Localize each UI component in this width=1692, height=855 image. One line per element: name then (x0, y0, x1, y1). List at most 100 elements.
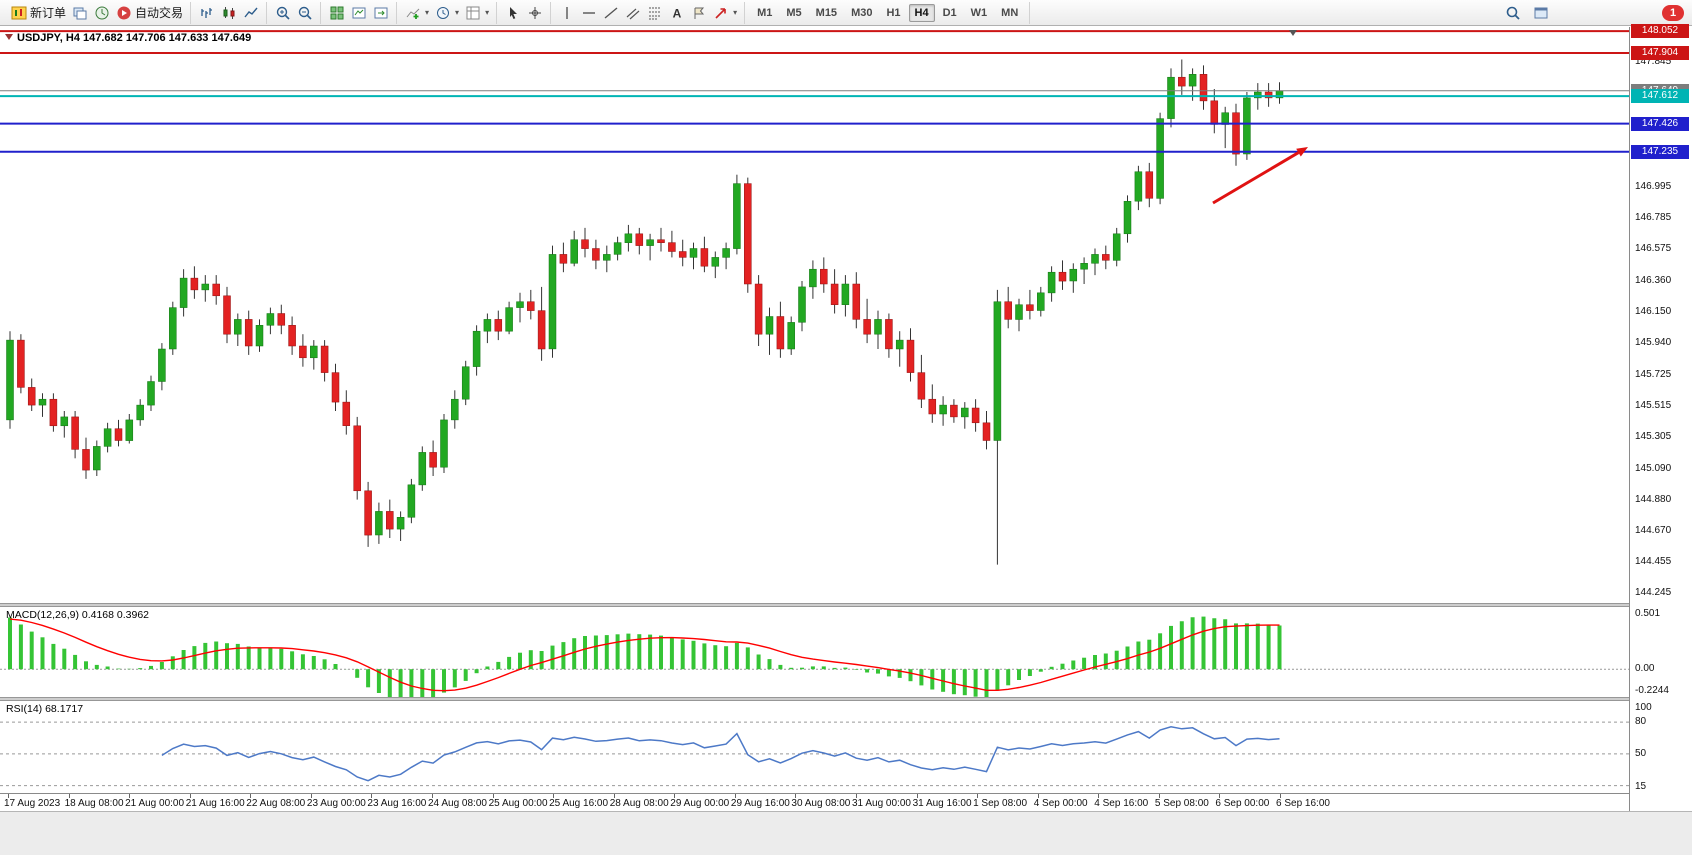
charts-profile-icon (72, 5, 88, 21)
candle-body (917, 372, 926, 400)
timeframe-mn-button[interactable]: MN (1001, 6, 1019, 19)
candle-body (451, 398, 459, 421)
time-axis-tick (432, 794, 433, 798)
crosshair-button[interactable] (524, 3, 546, 23)
timeframe-w1-button[interactable]: W1 (970, 6, 988, 19)
time-axis-tick (8, 794, 9, 798)
chart-shift-marker[interactable] (1289, 30, 1297, 36)
candle-body (1232, 112, 1240, 155)
candle-chart-button[interactable] (218, 3, 240, 23)
macd-signal-line (9, 618, 1280, 692)
toolbar-group-5 (498, 1, 552, 24)
text-label-icon (691, 5, 707, 21)
add-indicator-button[interactable]: ▾ (402, 3, 432, 23)
candle-body (1004, 301, 1012, 320)
pane-separator[interactable] (0, 603, 1630, 607)
candle-body (939, 404, 947, 415)
vertical-line-button[interactable] (556, 3, 578, 23)
time-axis-label: 25 Aug 16:00 (549, 798, 609, 809)
pane-separator[interactable] (0, 697, 1630, 701)
candle-body (809, 268, 817, 288)
timeframe-m30-button[interactable]: M30 (851, 6, 873, 19)
candle-body (733, 183, 741, 249)
time-axis[interactable]: 17 Aug 2023 18 Aug 08:00 21 Aug 00:00 21 Au… (0, 793, 1630, 812)
charts-profile-button[interactable] (69, 3, 91, 23)
candle-body (6, 339, 14, 421)
candle-body (255, 325, 264, 347)
text-button[interactable]: A (666, 3, 688, 23)
toolbar-group-0: 新订单 自动交易 (4, 1, 192, 24)
candle-body (852, 283, 861, 320)
candle-body (1243, 97, 1251, 155)
time-axis-tick (674, 794, 676, 798)
bar-chart-button[interactable] (196, 3, 218, 23)
candle-body (494, 319, 503, 332)
trendline-button[interactable] (600, 3, 622, 23)
fullscreen-icon (1534, 7, 1548, 18)
macd-pane[interactable] (0, 607, 1630, 697)
candle-body (700, 248, 709, 267)
market-watch-button[interactable] (91, 3, 113, 23)
trend-arrow-annotation[interactable] (1212, 147, 1308, 205)
candle-body (320, 345, 329, 373)
candle-body (190, 277, 199, 291)
search-button[interactable] (1502, 3, 1524, 23)
candle-body (1080, 263, 1088, 270)
fibonacci-button[interactable] (644, 3, 666, 23)
time-axis-label: 22 Aug 08:00 (246, 798, 306, 809)
candle-body (581, 239, 589, 249)
timeframe-h4-button[interactable]: H4 (908, 3, 935, 22)
toolbar-group-2 (268, 1, 322, 24)
macd-histogram (8, 616, 1282, 697)
candle-body (244, 319, 253, 347)
main-chart-pane[interactable] (0, 27, 1630, 603)
tile-windows-button[interactable] (326, 3, 348, 23)
candle-body (863, 319, 871, 335)
timeframe-d1-button[interactable]: D1 (942, 6, 957, 19)
cursor-button[interactable] (502, 3, 524, 23)
line-chart-button[interactable] (240, 3, 262, 23)
timeframe-m1-button[interactable]: M1 (757, 6, 773, 19)
timeframe-m5-button[interactable]: M5 (786, 6, 802, 19)
candle-body (885, 319, 893, 350)
time-axis-label: 18 Aug 08:00 (64, 798, 124, 809)
candle-body (559, 254, 568, 264)
zoom-out-button[interactable] (294, 3, 316, 23)
arrows-button[interactable]: ▾ (710, 3, 740, 23)
zoom-in-button[interactable] (272, 3, 294, 23)
indicators-window-button[interactable] (348, 3, 370, 23)
candle-body (418, 452, 427, 486)
rsi-axis-tick: 15 (1635, 781, 1647, 792)
candle-body (678, 251, 687, 258)
periods-button[interactable]: ▾ (432, 3, 462, 23)
time-axis-label: 31 Aug 00:00 (852, 798, 911, 809)
candle-body (798, 286, 806, 323)
navigator-window-button[interactable] (370, 3, 392, 23)
dropdown-caret-icon[interactable]: ▾ (485, 8, 490, 17)
text-label-button[interactable] (688, 3, 710, 23)
dropdown-caret-icon[interactable]: ▾ (733, 8, 738, 17)
dropdown-caret-icon[interactable]: ▾ (455, 8, 460, 17)
price-axis-tick: 144.670 (1635, 524, 1672, 536)
one-click-trading-toggle[interactable] (5, 34, 13, 40)
templates-button[interactable]: ▾ (462, 3, 492, 23)
timeframe-h1-button[interactable]: H1 (886, 6, 901, 19)
price-scale[interactable]: 147.845 146.995 146.785 146.575 146.360 146.1… (1629, 24, 1692, 811)
time-axis-label: 4 Sep 00:00 (1033, 798, 1088, 809)
auto-trading-button[interactable]: 自动交易 (113, 2, 186, 23)
timeframe-m15-button[interactable]: M15 (815, 6, 838, 19)
new-order-button[interactable]: 新订单 (8, 2, 69, 23)
horizontal-line-button[interactable] (578, 3, 600, 23)
fullscreen-button[interactable] (1530, 3, 1552, 23)
price-axis-tick: 145.090 (1635, 462, 1672, 474)
candle-body (472, 330, 481, 367)
toolbar-group-6: A ▾ (552, 1, 746, 24)
equidistant-channel-button[interactable] (622, 3, 644, 23)
candle-body (1188, 74, 1197, 87)
notification-badge[interactable]: 1 (1662, 4, 1684, 21)
rsi-pane[interactable] (0, 701, 1630, 793)
candle-body (982, 422, 991, 441)
candle-body (993, 301, 1002, 441)
candle-body (169, 307, 177, 350)
dropdown-caret-icon[interactable]: ▾ (425, 8, 430, 17)
